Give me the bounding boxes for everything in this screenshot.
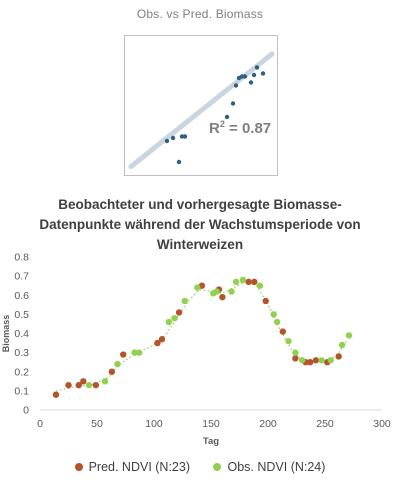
legend-label-pred: Pred. NDVI (N:23) bbox=[88, 460, 190, 474]
x-tick-label-1: 50 bbox=[91, 418, 103, 430]
chart-legend: Pred. NDVI (N:23) Obs. NDVI (N:24) bbox=[0, 460, 400, 474]
obs-point-14 bbox=[256, 282, 264, 289]
pred-point-12 bbox=[219, 293, 226, 301]
main-chart-title-line-1: Beobachteter und vorhergesagte Biomasse- bbox=[58, 197, 342, 212]
obs-point-0 bbox=[85, 381, 93, 389]
obs-point-8 bbox=[194, 284, 201, 291]
pred-point-3 bbox=[80, 378, 87, 385]
legend-marker-obs bbox=[213, 463, 222, 471]
inset-chart-title: Obs. vs Pred. Biomass bbox=[136, 7, 264, 21]
obs-point-21 bbox=[327, 357, 334, 364]
obs-point-2 bbox=[114, 360, 121, 368]
pred-point-2 bbox=[75, 381, 82, 389]
inset-chart-frame: R2 = 0.87 bbox=[124, 35, 278, 176]
pred-point-15 bbox=[262, 297, 269, 305]
pred-point-1 bbox=[65, 381, 72, 389]
y-tick-label-2: 0.2 bbox=[14, 366, 29, 378]
obs-point-12 bbox=[232, 278, 240, 286]
obs-point-18 bbox=[292, 349, 299, 356]
y-tick-label-7: 0.7 bbox=[14, 271, 29, 283]
pred-point-20 bbox=[312, 357, 320, 364]
obs-point-20 bbox=[318, 357, 325, 364]
obs-point-6 bbox=[171, 315, 178, 322]
inset-point-6 bbox=[230, 101, 236, 106]
inset-r2-base: R bbox=[209, 120, 220, 137]
x-tick-label-6: 300 bbox=[373, 418, 391, 430]
legend-item-pred: Pred. NDVI (N:23) bbox=[74, 460, 190, 474]
obs-point-4 bbox=[135, 349, 143, 356]
inset-r2-rest: = 0.87 bbox=[225, 120, 271, 137]
pred-point-13 bbox=[245, 278, 252, 286]
inset-r2-sup: 2 bbox=[220, 119, 225, 129]
pred-point-19 bbox=[306, 358, 314, 366]
inset-point-13 bbox=[254, 65, 260, 70]
y-axis-label: Biomass bbox=[1, 315, 11, 353]
obs-point-11 bbox=[228, 288, 235, 295]
obs-point-13 bbox=[239, 276, 247, 284]
pred-point-4 bbox=[92, 381, 100, 389]
inset-point-12 bbox=[251, 72, 257, 78]
x-tick-label-2: 100 bbox=[145, 418, 163, 430]
pred-point-6 bbox=[120, 351, 127, 358]
x-tick-label-4: 200 bbox=[259, 418, 277, 430]
inset-r2-annotation: R2 = 0.87 bbox=[209, 119, 271, 137]
obs-point-10 bbox=[213, 288, 220, 295]
legend-label-obs: Obs. NDVI (N:24) bbox=[227, 460, 326, 474]
y-tick-label-4: 0.4 bbox=[14, 328, 29, 340]
inset-point-10 bbox=[242, 74, 248, 79]
inset-point-5 bbox=[224, 114, 230, 120]
y-tick-label-3: 0.3 bbox=[14, 347, 29, 359]
x-tick-label-0: 0 bbox=[37, 418, 43, 430]
inset-point-14 bbox=[260, 71, 266, 76]
pred-point-9 bbox=[175, 309, 183, 316]
trend-line bbox=[55, 281, 349, 392]
inset-trendline bbox=[128, 51, 275, 169]
obs-point-5 bbox=[165, 318, 173, 326]
pred-point-5 bbox=[108, 368, 116, 375]
x-tick-label-3: 150 bbox=[202, 418, 220, 430]
obs-point-1 bbox=[101, 378, 109, 385]
main-chart-title-line-2: Datenpunkte während der Wachstumsperiode… bbox=[39, 217, 361, 232]
x-axis-label: Tag bbox=[203, 436, 219, 447]
x-tick-label-5: 250 bbox=[316, 418, 334, 430]
obs-point-15 bbox=[270, 311, 277, 318]
obs-point-17 bbox=[285, 337, 292, 345]
pred-point-7 bbox=[154, 339, 161, 347]
inset-point-0 bbox=[164, 138, 170, 144]
inset-point-1 bbox=[170, 135, 176, 141]
obs-point-23 bbox=[345, 332, 353, 339]
legend-item-obs: Obs. NDVI (N:24) bbox=[213, 460, 325, 474]
main-chart-plot: 0 0.1 0.2 0.3 0.4 0.5 0.6 0.7 0.8 0 50 100 150 200 250… bbox=[1, 252, 391, 448]
inset-point-7 bbox=[233, 83, 239, 88]
pred-point-17 bbox=[292, 355, 299, 362]
pred-point-8 bbox=[158, 336, 166, 343]
y-tick-label-6: 0.6 bbox=[14, 290, 29, 302]
obs-point-22 bbox=[338, 341, 346, 349]
y-tick-label-8: 0.8 bbox=[14, 252, 29, 264]
pred-point-22 bbox=[335, 353, 342, 360]
legend-marker-pred bbox=[74, 463, 83, 471]
obs-point-7 bbox=[181, 297, 188, 305]
obs-point-19 bbox=[299, 357, 306, 364]
obs-point-3 bbox=[131, 349, 138, 356]
y-tick-label-5: 0.5 bbox=[14, 309, 29, 321]
y-tick-label-1: 0.1 bbox=[14, 385, 29, 397]
inset-point-3 bbox=[182, 134, 188, 139]
main-chart-title-line-3: Winterweizen bbox=[156, 237, 244, 252]
inset-point-11 bbox=[248, 80, 254, 85]
obs-point-16 bbox=[273, 318, 281, 326]
y-tick-label-0: 0 bbox=[23, 405, 29, 417]
main-chart-title: Beobachteter und vorhergesagte Biomasse-… bbox=[20, 195, 380, 255]
inset-point-4 bbox=[176, 159, 182, 165]
pred-point-14 bbox=[251, 278, 258, 286]
pred-point-0 bbox=[52, 391, 60, 398]
pred-point-16 bbox=[279, 328, 287, 335]
inset-chart-plot: R2 = 0.87 bbox=[128, 51, 275, 169]
